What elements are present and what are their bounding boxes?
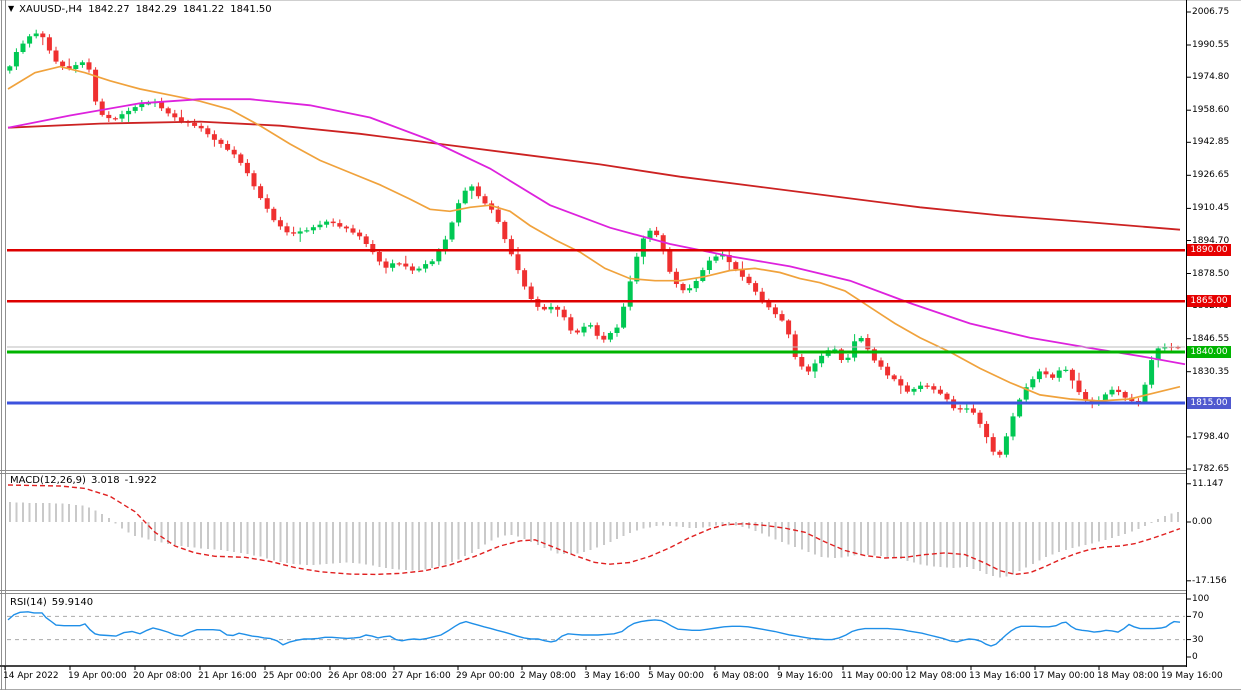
price-axis-label: 1782.65: [1192, 464, 1230, 474]
macd-axis-label: -17.156: [1192, 576, 1227, 586]
price-tag-1840: 1840.00: [1187, 346, 1231, 358]
price-axis-label: 1798.40: [1192, 432, 1230, 442]
time-axis-label: 13 May 16:00: [969, 671, 1031, 681]
rsi-axis-label: 70: [1192, 611, 1204, 621]
open-value: 1842.27: [88, 4, 130, 15]
time-axis-label: 26 Apr 08:00: [328, 671, 387, 681]
macd-name: MACD(12,26,9): [10, 475, 86, 486]
macd-histogram: [8, 502, 1179, 578]
time-axis-label: 18 May 08:00: [1097, 671, 1159, 681]
symbol-label: XAUUSD-,H4: [19, 4, 83, 15]
time-axis-label: 29 Apr 00:00: [456, 671, 515, 681]
time-axis-label: 17 May 00:00: [1033, 671, 1095, 681]
time-axis-label: 2 May 08:00: [520, 671, 576, 681]
time-axis-label: 11 May 00:00: [841, 671, 903, 681]
price-axis-label: 1990.55: [1192, 40, 1230, 50]
price-axis-label: 1942.85: [1192, 137, 1230, 147]
price-axis-label: 1910.45: [1192, 203, 1230, 213]
high-value: 1842.29: [135, 4, 177, 15]
price-axis-label: 1830.35: [1192, 367, 1230, 377]
time-axis-label: 14 Apr 2022: [3, 671, 59, 681]
close-value: 1841.50: [230, 4, 272, 15]
rsi-value: 59.9140: [51, 597, 94, 608]
time-axis-label: 19 May 16:00: [1161, 671, 1223, 681]
time-axis-label: 12 May 08:00: [905, 671, 967, 681]
price-axis-label: 1974.80: [1192, 72, 1230, 82]
time-axis-label: 20 Apr 08:00: [133, 671, 192, 681]
axis-ticks: [4, 11, 1191, 670]
macd-axis-label: 11.147: [1192, 479, 1224, 489]
rsi-axis-label: 100: [1192, 594, 1210, 604]
time-axis-label: 27 Apr 16:00: [392, 671, 451, 681]
macd-signal-value: -1.922: [124, 475, 157, 486]
macd-main-value: 3.018: [90, 475, 120, 486]
price-axis-label: 1878.50: [1192, 269, 1230, 279]
rsi-name: RSI(14): [10, 597, 47, 608]
candlestick-series: [7, 29, 1181, 458]
price-axis-label: 1926.65: [1192, 170, 1230, 180]
time-axis-label: 3 May 16:00: [584, 671, 640, 681]
time-axis-label: 9 May 16:00: [777, 671, 833, 681]
price-axis-label: 2006.75: [1192, 7, 1230, 17]
rsi-indicator-label: RSI(14) 59.9140: [10, 597, 98, 609]
macd-axis-label: 0.00: [1192, 517, 1213, 527]
macd-indicator-label: MACD(12,26,9) 3.018 -1.922: [10, 475, 162, 487]
price-tag-1815: 1815.00: [1187, 397, 1231, 409]
time-axis-label: 21 Apr 16:00: [198, 671, 257, 681]
time-axis-label: 5 May 00:00: [648, 671, 704, 681]
price-axis-label: 1894.70: [1192, 236, 1230, 246]
rsi-axis-label: 30: [1192, 635, 1204, 645]
price-tag-1890: 1890.00: [1187, 244, 1231, 256]
price-tag-1865: 1865.00: [1187, 295, 1231, 307]
time-axis-label: 19 Apr 00:00: [68, 671, 127, 681]
dropdown-triangle-icon[interactable]: ▼: [8, 4, 15, 13]
low-value: 1841.22: [182, 4, 225, 15]
price-axis-label: 1958.60: [1192, 105, 1230, 115]
symbol-ohlc-header: ▼ XAUUSD-,H4 1842.27 1842.29 1841.22 1841.50: [8, 4, 278, 16]
price-axis-label: 1846.55: [1192, 334, 1230, 344]
rsi-axis-label: 0: [1192, 652, 1198, 662]
time-axis-label: 6 May 08:00: [713, 671, 769, 681]
time-axis-label: 25 Apr 00:00: [263, 671, 322, 681]
